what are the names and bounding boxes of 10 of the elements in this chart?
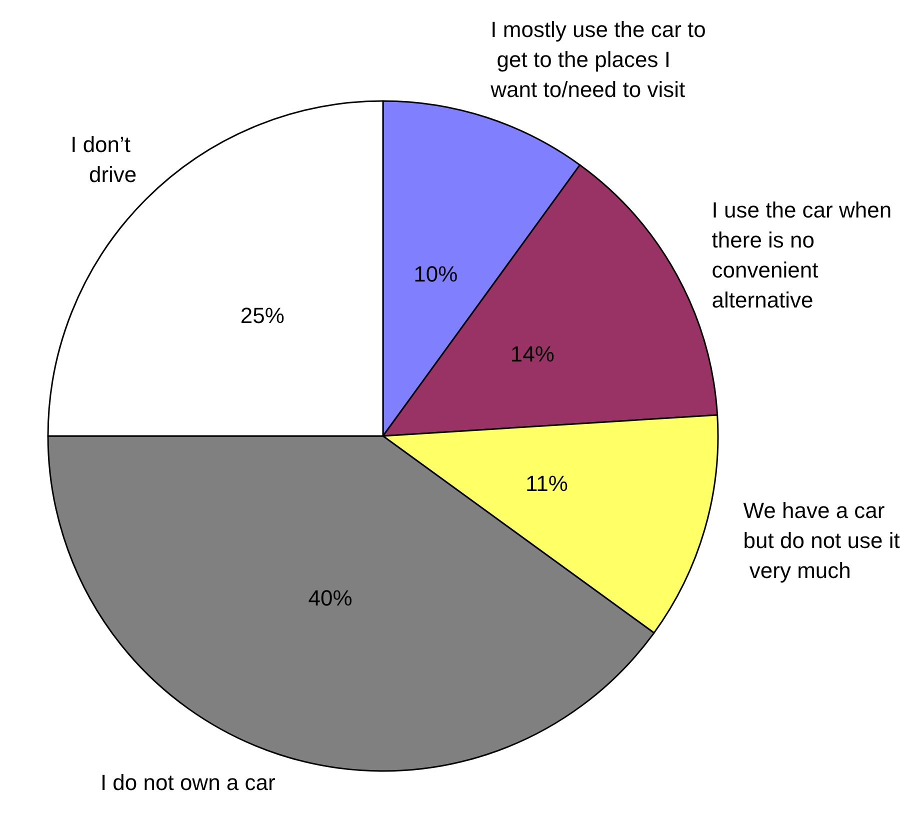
slice-label: I mostly use the car to get to the places I want to/need to visit [490, 17, 706, 102]
data-label: 25% [240, 302, 284, 328]
data-label: 14% [510, 341, 554, 366]
slice-label: I do not own a car [100, 770, 276, 795]
data-label: 40% [308, 586, 352, 611]
data-label: 11% [526, 471, 568, 496]
slice-label: We have a car but do not use it very much [743, 498, 900, 584]
data-label: 10% [414, 261, 458, 286]
slice-label: I use the car when there is no convenient alternative [712, 198, 898, 313]
slice-label: I don’t drive [70, 132, 137, 188]
